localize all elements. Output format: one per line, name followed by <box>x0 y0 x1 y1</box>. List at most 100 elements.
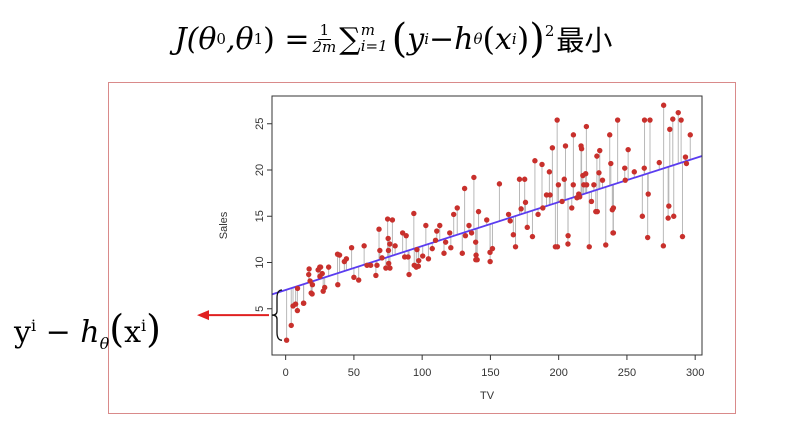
data-point <box>462 232 469 239</box>
data-point <box>546 169 553 175</box>
data-point <box>321 284 328 291</box>
y-tick-label: 25 <box>254 118 266 130</box>
data-point <box>540 205 546 211</box>
data-point <box>608 160 614 167</box>
residual-open: ( <box>109 307 125 351</box>
y-tick-label: 10 <box>254 256 266 268</box>
residual-h: h <box>80 315 100 350</box>
formula-comma: ,θ <box>225 21 254 57</box>
data-point <box>454 205 460 211</box>
plot-area-border <box>271 95 703 356</box>
formula-h-sub: θ <box>473 30 483 48</box>
data-point <box>472 239 479 245</box>
data-point <box>641 117 648 123</box>
data-point <box>385 235 391 242</box>
data-point <box>565 232 571 239</box>
data-point <box>614 117 621 123</box>
data-point <box>309 291 315 297</box>
data-point <box>317 264 324 270</box>
data-point <box>487 258 493 265</box>
data-point <box>625 146 631 153</box>
x-tick-label: 0 <box>283 367 289 379</box>
arrow-head-icon <box>197 310 209 321</box>
data-point <box>554 117 560 123</box>
data-point <box>549 145 556 151</box>
data-point <box>343 256 350 262</box>
data-point <box>414 246 420 253</box>
data-point <box>591 182 597 188</box>
formula-open-paren: ( <box>391 16 408 62</box>
formula-theta0-sub: 0 <box>216 30 226 48</box>
data-point <box>403 232 409 239</box>
data-point <box>562 143 569 149</box>
y-axis-label: Sales <box>218 211 230 239</box>
x-axis-ticks: 0 50 100 150 200 250 300 <box>283 355 704 379</box>
data-point <box>441 250 447 256</box>
formula-power: 2 <box>544 22 555 40</box>
formula-equals: ) = <box>263 21 310 57</box>
formula-minus: − <box>429 21 455 57</box>
data-point <box>507 218 513 224</box>
data-point <box>597 147 603 154</box>
residual-y-sup: i <box>30 316 37 335</box>
data-point <box>588 198 595 205</box>
data-point <box>583 123 590 130</box>
data-point <box>596 170 602 176</box>
data-point <box>474 257 480 263</box>
data-point <box>665 215 671 221</box>
data-point <box>679 233 686 240</box>
data-point <box>434 228 440 234</box>
formula-inner-close: ) <box>516 20 530 58</box>
data-point <box>420 253 426 259</box>
data-point <box>656 159 662 166</box>
data-point <box>386 260 392 267</box>
data-point <box>468 230 475 236</box>
data-point <box>325 264 332 270</box>
data-point <box>425 256 432 262</box>
data-point <box>524 224 530 231</box>
residual-y: y <box>14 315 31 350</box>
data-point <box>377 247 383 254</box>
data-point <box>292 301 299 307</box>
data-points <box>283 102 693 343</box>
data-point <box>379 255 385 261</box>
data-point <box>547 192 553 198</box>
data-point <box>309 282 316 288</box>
data-point <box>489 245 496 252</box>
data-point <box>603 242 609 248</box>
formula-y: y <box>407 21 425 57</box>
y-tick-label: 15 <box>254 210 266 222</box>
data-point <box>641 165 647 171</box>
residual-label: yi − hθ(xi) <box>14 307 161 353</box>
formula-fraction: 1 2m <box>312 22 337 56</box>
data-point <box>405 254 411 260</box>
data-point <box>570 182 576 188</box>
data-point <box>385 247 392 254</box>
x-tick-label: 50 <box>348 367 360 379</box>
data-point <box>306 271 312 278</box>
data-point <box>594 208 600 215</box>
residual-x: x <box>124 315 142 350</box>
data-point <box>361 243 367 249</box>
data-point <box>667 126 673 132</box>
formula-y-sup: i <box>424 30 429 48</box>
data-point <box>389 217 396 223</box>
data-point <box>335 282 341 288</box>
data-point <box>505 211 512 218</box>
data-point <box>306 266 312 272</box>
data-point <box>518 206 524 212</box>
formula-frac-den: 2m <box>312 37 337 56</box>
formula-close-paren: ) <box>529 16 545 62</box>
data-point <box>411 210 417 217</box>
data-point <box>351 274 357 280</box>
data-point <box>294 285 301 292</box>
data-point <box>522 199 529 206</box>
data-point <box>406 271 412 278</box>
data-point <box>570 132 577 138</box>
data-point <box>373 272 379 279</box>
x-tick-label: 250 <box>618 367 636 379</box>
data-point <box>355 277 362 283</box>
data-point <box>594 153 600 159</box>
